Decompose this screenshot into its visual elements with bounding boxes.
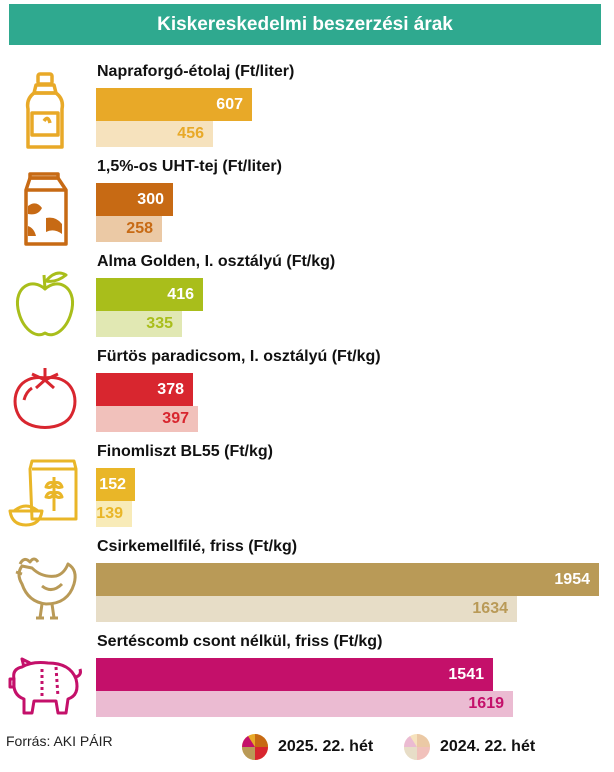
chart-row: 1,5%-os UHT-tej (Ft/liter) 300 258: [0, 158, 614, 250]
bar-current-value: 378: [157, 380, 184, 398]
bar-current: 1541: [96, 658, 493, 691]
chart-row: Alma Golden, I. osztályú (Ft/kg) 416 335: [0, 253, 614, 345]
bar-current: 607: [96, 88, 252, 121]
apple-icon: [2, 259, 88, 345]
bar-current: 1954: [96, 563, 599, 596]
category-label: Csirkemellfilé, friss (Ft/kg): [97, 538, 298, 555]
bar-previous-value: 139: [96, 505, 123, 522]
flour-bag-icon: [2, 449, 88, 535]
chart-row: Csirkemellfilé, friss (Ft/kg) 1954 1634: [0, 538, 614, 630]
category-label: Fürtös paradicsom, I. osztályú (Ft/kg): [97, 348, 381, 365]
bar-current-value: 416: [167, 285, 194, 303]
bar-current: 152: [96, 468, 135, 501]
source-note: Forrás: AKI PÁIR: [6, 733, 113, 749]
bar-current: 416: [96, 278, 203, 311]
bar-previous-value: 397: [162, 410, 189, 427]
bar-previous: 456: [96, 121, 213, 147]
bar-current: 300: [96, 183, 173, 216]
category-label: Napraforgó-étolaj (Ft/liter): [97, 63, 295, 80]
chart-row: Sertéscomb csont nélkül, friss (Ft/kg) 15…: [0, 633, 614, 725]
bar-previous: 139: [96, 501, 132, 527]
chicken-icon: [2, 544, 88, 630]
legend-previous: 2024. 22. hét: [402, 732, 535, 762]
chart-row: Fürtös paradicsom, I. osztályú (Ft/kg) 37…: [0, 348, 614, 440]
milk-carton-icon: [2, 164, 88, 250]
bar-previous: 397: [96, 406, 198, 432]
bar-previous-value: 258: [126, 220, 153, 237]
chart-row: Finomliszt BL55 (Ft/kg) 152 139: [0, 443, 614, 535]
tomato-icon: [2, 354, 88, 440]
legend-previous-icon: [403, 734, 430, 760]
category-label: 1,5%-os UHT-tej (Ft/liter): [97, 158, 282, 175]
bottle-icon: [2, 69, 88, 155]
category-label: Sertéscomb csont nélkül, friss (Ft/kg): [97, 633, 383, 650]
bar-current: 378: [96, 373, 193, 406]
category-label: Alma Golden, I. osztályú (Ft/kg): [97, 253, 336, 270]
bar-current-value: 607: [216, 95, 243, 113]
chart-row: Napraforgó-étolaj (Ft/liter) 607 456: [0, 63, 614, 155]
category-label: Finomliszt BL55 (Ft/kg): [97, 443, 273, 460]
legend-current-icon: [241, 734, 268, 760]
bar-current-value: 152: [99, 475, 126, 493]
bar-current-value: 1541: [448, 665, 484, 683]
pig-icon: [2, 639, 88, 725]
legend-previous-label: 2024. 22. hét: [440, 738, 536, 755]
bar-current-value: 1954: [554, 570, 590, 588]
bar-previous-value: 456: [177, 125, 204, 142]
bar-previous-value: 335: [146, 315, 173, 332]
bar-previous: 1619: [96, 691, 513, 717]
chart-title: Kiskereskedelmi beszerzési árak: [9, 4, 601, 45]
bar-previous: 258: [96, 216, 162, 242]
legend-current: 2025. 22. hét: [240, 732, 373, 762]
bar-previous: 335: [96, 311, 182, 337]
bar-previous-value: 1619: [468, 695, 504, 712]
bar-previous: 1634: [96, 596, 517, 622]
bar-current-value: 300: [137, 190, 164, 208]
legend-current-label: 2025. 22. hét: [278, 738, 374, 755]
bar-previous-value: 1634: [472, 600, 508, 617]
